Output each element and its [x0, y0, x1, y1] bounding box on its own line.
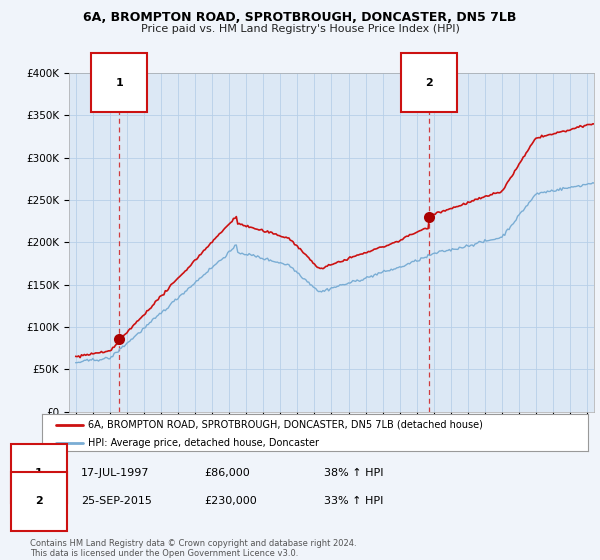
Text: 2: 2: [425, 78, 433, 88]
Text: HPI: Average price, detached house, Doncaster: HPI: Average price, detached house, Donc…: [88, 438, 319, 448]
Text: 1: 1: [35, 468, 43, 478]
Text: 6A, BROMPTON ROAD, SPROTBROUGH, DONCASTER, DN5 7LB: 6A, BROMPTON ROAD, SPROTBROUGH, DONCASTE…: [83, 11, 517, 24]
Text: £86,000: £86,000: [204, 468, 250, 478]
Text: 25-SEP-2015: 25-SEP-2015: [81, 496, 152, 506]
Text: 38% ↑ HPI: 38% ↑ HPI: [324, 468, 383, 478]
Text: £230,000: £230,000: [204, 496, 257, 506]
Text: 2: 2: [35, 496, 43, 506]
Text: Contains HM Land Registry data © Crown copyright and database right 2024.
This d: Contains HM Land Registry data © Crown c…: [30, 539, 356, 558]
Text: 17-JUL-1997: 17-JUL-1997: [81, 468, 149, 478]
Text: 33% ↑ HPI: 33% ↑ HPI: [324, 496, 383, 506]
Text: 1: 1: [115, 78, 123, 88]
Text: Price paid vs. HM Land Registry's House Price Index (HPI): Price paid vs. HM Land Registry's House …: [140, 24, 460, 34]
Text: 6A, BROMPTON ROAD, SPROTBROUGH, DONCASTER, DN5 7LB (detached house): 6A, BROMPTON ROAD, SPROTBROUGH, DONCASTE…: [88, 419, 483, 430]
